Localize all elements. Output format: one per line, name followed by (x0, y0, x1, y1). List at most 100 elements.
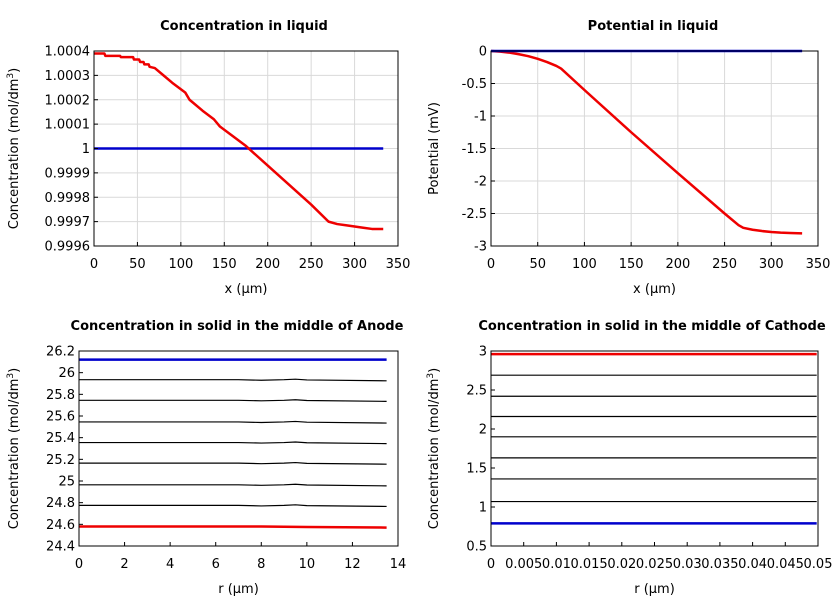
y-axis-label-text: Potential (mV) (427, 102, 442, 195)
y-axis-label-tail: ) (7, 368, 22, 373)
y-tick-label: 0 (479, 45, 487, 60)
chart-panel-1: 0 50 100 150 200 250 300 350 0.9996 0.9997 0.9998 0… (6, 19, 410, 297)
y-axis-label-text: Concentration (mol/dm (7, 79, 22, 230)
y-tick-label: 0.9999 (45, 166, 91, 181)
y-tick-label: 1.0001 (45, 118, 91, 133)
y-axis-label: Concentration (mol/dm3) (6, 368, 22, 530)
x-tick-label: 50 (529, 257, 546, 272)
y-axis-label-tail: ) (427, 368, 442, 373)
y-tick-label: 2 (479, 423, 487, 438)
y-tick-label: -0.5 (462, 77, 487, 92)
x-axis-label: x (µm) (225, 282, 268, 297)
x-tick-label: 6 (212, 557, 220, 572)
series-line-9 (79, 525, 387, 529)
y-tick-label: 25.6 (46, 410, 75, 425)
y-tick-label: -2.5 (462, 207, 487, 222)
x-tick-label: 2 (120, 557, 128, 572)
y-tick-label: 1 (82, 142, 90, 157)
x-tick-label: 200 (665, 257, 690, 272)
x-tick-label: 0 (487, 257, 495, 272)
x-tick-label: 150 (212, 257, 237, 272)
x-axis-label: x (µm) (633, 282, 676, 297)
y-tick-label: -1.5 (462, 142, 487, 157)
chart-panel-3: 0 2 4 6 8 10 12 14 24.4 24.6 24.8 25 25.2 25.4 25.6 25.… (6, 319, 406, 597)
series-line-7 (79, 504, 387, 508)
x-tick-label: 250 (299, 257, 324, 272)
plot-frame (78, 350, 399, 547)
series-line-4 (79, 441, 387, 445)
x-tick-label: 250 (712, 257, 737, 272)
chart-panel-2: 0 50 100 150 200 250 300 350 -3 -2.5 -2 -1.5 -1 -0.5 0… (427, 19, 830, 297)
y-axis-label: Potential (mV) (427, 102, 442, 195)
x-tick-label: 0.05 (804, 557, 833, 572)
y-axis-label: Concentration (mol/dm3) (426, 368, 442, 530)
y-tick-label: 1.0003 (45, 69, 91, 84)
chart-title: Concentration in solid in the middle of … (478, 319, 826, 334)
x-tick-label: 4 (166, 557, 174, 572)
x-tick-label: 0.03 (673, 557, 702, 572)
y-axis-label-text: Concentration (mol/dm (427, 379, 442, 530)
y-tick-label: 0.9997 (45, 215, 91, 230)
y-tick-label: 24.6 (46, 518, 75, 533)
x-tick-label: 300 (342, 257, 367, 272)
x-tick-label: 350 (806, 257, 831, 272)
series-line-5 (79, 461, 387, 465)
y-tick-label: -2 (474, 175, 487, 190)
x-tick-label: 300 (759, 257, 784, 272)
chart-title: Concentration in liquid (160, 19, 328, 34)
y-tick-label: 1.0004 (45, 45, 91, 60)
y-tick-label: 25.8 (46, 388, 75, 403)
series-line-3 (79, 420, 387, 424)
y-tick-label: 26 (58, 366, 75, 381)
x-tick-label: 0.025 (636, 557, 673, 572)
x-tick-label: 8 (257, 557, 265, 572)
y-tick-label: 24.4 (46, 540, 75, 555)
x-tick-label: 0 (75, 557, 83, 572)
x-tick-label: 0 (487, 557, 495, 572)
y-axis-label-text: Concentration (mol/dm (7, 379, 22, 530)
chart-title: Concentration in solid in the middle of … (71, 319, 404, 334)
x-tick-label: 100 (168, 257, 193, 272)
series-line-2 (79, 399, 387, 402)
series-line-6 (79, 483, 387, 487)
series-line-2 (94, 52, 384, 231)
x-axis-label: r (µm) (634, 582, 675, 597)
x-tick-label: 12 (344, 557, 361, 572)
x-tick-label: 0.005 (505, 557, 542, 572)
y-axis-label-tail: ) (7, 68, 22, 73)
y-tick-label: -3 (474, 240, 487, 255)
series-line-1 (79, 378, 387, 382)
x-axis-label: r (µm) (218, 582, 259, 597)
x-tick-label: 0.02 (607, 557, 636, 572)
x-tick-label: 10 (299, 557, 316, 572)
y-axis-label-superscript: 3 (6, 73, 16, 79)
y-tick-label: 26.2 (46, 345, 75, 360)
x-tick-label: 350 (386, 257, 411, 272)
y-tick-label: 0.9998 (45, 191, 91, 206)
x-tick-label: 0.015 (570, 557, 607, 572)
y-tick-label: 2.5 (466, 384, 487, 399)
y-tick-label: 25.4 (46, 431, 75, 446)
x-tick-label: 150 (619, 257, 644, 272)
y-tick-label: 24.8 (46, 496, 75, 511)
y-tick-label: 1.0002 (45, 93, 91, 108)
x-tick-label: 0.045 (767, 557, 804, 572)
y-axis-label: Concentration (mol/dm3) (6, 68, 22, 230)
x-tick-label: 0.01 (542, 557, 571, 572)
y-tick-label: 0.5 (466, 540, 487, 555)
y-tick-label: 25 (58, 475, 75, 490)
chart-title: Potential in liquid (588, 19, 719, 34)
y-tick-label: 1.5 (466, 462, 487, 477)
x-tick-label: 14 (390, 557, 407, 572)
x-tick-label: 0 (90, 257, 98, 272)
x-tick-label: 200 (255, 257, 280, 272)
x-tick-label: 0.04 (738, 557, 767, 572)
y-axis-label-superscript: 3 (426, 373, 436, 379)
y-tick-label: 0.9996 (45, 240, 91, 255)
x-tick-label: 50 (129, 257, 146, 272)
y-tick-label: -1 (474, 110, 487, 125)
x-tick-label: 0.035 (701, 557, 738, 572)
series-line-1 (490, 49, 803, 235)
y-tick-label: 3 (479, 345, 487, 360)
